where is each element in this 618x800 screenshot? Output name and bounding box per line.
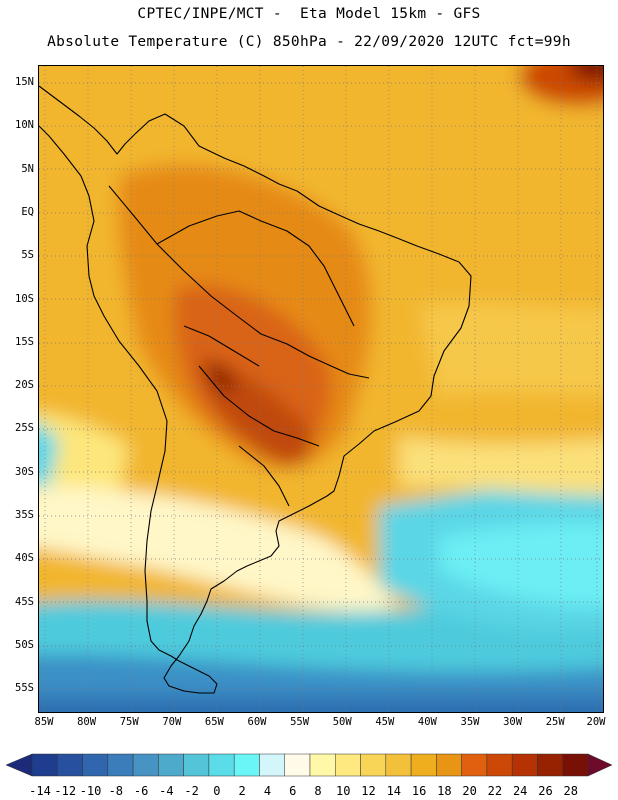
colorbar-swatch bbox=[284, 753, 311, 777]
colorbar-swatch bbox=[360, 753, 387, 777]
colorbar-swatch bbox=[233, 753, 260, 777]
colorbar-label: 14 bbox=[386, 784, 402, 798]
lon-label: 55W bbox=[290, 716, 310, 728]
colorbar-swatch bbox=[309, 753, 336, 777]
colorbar-label: 2 bbox=[238, 784, 246, 798]
colorbar-label: 20 bbox=[462, 784, 477, 798]
colorbar-label: -12 bbox=[54, 784, 77, 798]
colorbar-label: 10 bbox=[336, 784, 351, 798]
lat-label: 35S bbox=[15, 509, 34, 521]
colorbar-over-arrow bbox=[587, 753, 613, 777]
temperature-field bbox=[39, 66, 603, 712]
colorbar-swatch bbox=[31, 753, 58, 777]
colorbar-label: 24 bbox=[512, 784, 528, 798]
lon-label: 20W bbox=[586, 716, 606, 728]
colorbar-label: 16 bbox=[411, 784, 427, 798]
map-subtitle: Absolute Temperature (C) 850hPa - 22/09/… bbox=[47, 34, 571, 50]
colorbar-swatch bbox=[436, 753, 462, 777]
lon-label: 30W bbox=[503, 716, 523, 728]
colorbar-label: -14 bbox=[29, 784, 51, 798]
lon-label: 75W bbox=[119, 716, 139, 728]
lat-label: 55S bbox=[15, 682, 34, 695]
colorbar-swatch bbox=[208, 753, 235, 777]
colorbar-label: 26 bbox=[538, 784, 553, 798]
colorbar-swatch bbox=[335, 753, 361, 777]
lat-label: 40S bbox=[15, 552, 34, 565]
colorbar-swatch bbox=[511, 753, 538, 777]
colorbar-swatch bbox=[158, 753, 184, 777]
colorbar-label: -8 bbox=[108, 784, 124, 798]
lat-label: 45S bbox=[15, 595, 34, 608]
lon-label: 25W bbox=[545, 716, 565, 728]
lon-label: 35W bbox=[460, 716, 480, 728]
colorbar-label: -6 bbox=[133, 784, 149, 798]
colorbar-label: 22 bbox=[487, 784, 503, 798]
colorbar-swatch bbox=[82, 753, 109, 777]
colorbar-swatch bbox=[57, 753, 83, 777]
colorbar-label: 28 bbox=[563, 784, 578, 798]
colorbar-label: 18 bbox=[437, 784, 452, 798]
colorbar-swatch bbox=[562, 753, 589, 777]
temperature-map bbox=[38, 65, 604, 713]
lon-label: 70W bbox=[162, 716, 182, 728]
colorbar-label: 12 bbox=[361, 784, 376, 798]
colorbar-swatch bbox=[183, 753, 210, 777]
colorbar-label: -4 bbox=[159, 784, 174, 798]
lat-label: 10N bbox=[15, 119, 34, 132]
lat-label: 10S bbox=[15, 292, 34, 305]
colorbar-swatch bbox=[410, 753, 437, 777]
lat-label: 15N bbox=[15, 76, 34, 88]
colorbar-swatch bbox=[385, 753, 412, 777]
lat-label: EQ bbox=[21, 205, 34, 218]
lat-label: 30S bbox=[15, 465, 34, 478]
lon-label: 80W bbox=[77, 716, 97, 728]
colorbar-swatch bbox=[132, 753, 159, 777]
colorbar-swatch bbox=[486, 753, 513, 777]
colorbar-swatch bbox=[259, 753, 285, 777]
lat-label: 15S bbox=[15, 335, 34, 348]
map-title: CPTEC/INPE/MCT - Eta Model 15km - GFS bbox=[137, 6, 481, 22]
lon-label: 85W bbox=[34, 716, 54, 728]
lat-label: 5N bbox=[21, 162, 34, 175]
colorbar-label: 4 bbox=[263, 784, 272, 798]
lon-label: 50W bbox=[332, 716, 352, 728]
coastline bbox=[39, 85, 472, 694]
map-canvas bbox=[39, 66, 603, 712]
lon-label: 60W bbox=[247, 716, 267, 728]
colorbar-label: 0 bbox=[213, 784, 221, 798]
colorbar-label: 6 bbox=[289, 784, 297, 798]
colorbar-under-arrow bbox=[5, 753, 33, 777]
colorbar-label: -10 bbox=[79, 784, 102, 798]
colorbar-swatch bbox=[461, 753, 488, 777]
colorbar-swatch bbox=[537, 753, 563, 777]
lat-label: 50S bbox=[15, 638, 34, 651]
lat-label: 25S bbox=[15, 422, 34, 435]
lon-label: 65W bbox=[204, 716, 224, 728]
colorbar bbox=[5, 753, 613, 777]
lat-label: 5S bbox=[21, 249, 34, 262]
colorbar-label: -2 bbox=[184, 784, 199, 798]
lat-label: 20S bbox=[15, 379, 34, 392]
lon-label: 40W bbox=[417, 716, 437, 728]
colorbar-label: 8 bbox=[314, 784, 322, 798]
lon-label: 45W bbox=[375, 716, 395, 728]
colorbar-swatch bbox=[107, 753, 134, 777]
